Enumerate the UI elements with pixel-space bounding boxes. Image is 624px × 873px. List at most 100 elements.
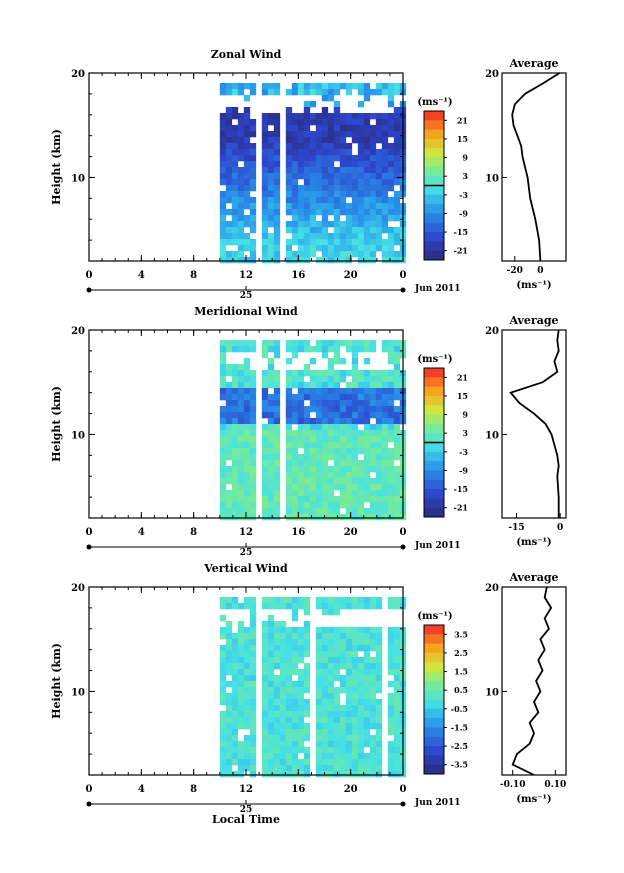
heatmap-cell — [249, 239, 257, 246]
heatmap-cell — [345, 514, 353, 521]
heatmap-cell — [285, 448, 293, 455]
heatmap-cell — [291, 352, 299, 359]
heatmap-cell — [333, 603, 341, 610]
heatmap-cell — [243, 185, 251, 192]
heatmap-cell — [375, 149, 383, 156]
heatmap-cell — [369, 771, 377, 778]
heatmap-cell — [267, 364, 275, 371]
heatmap-cell — [345, 436, 353, 443]
heatmap-cell — [303, 496, 311, 503]
heatmap-cell — [273, 149, 281, 156]
heatmap-cell — [315, 89, 323, 96]
heatmap-cell — [351, 657, 359, 664]
heatmap-cell — [237, 741, 245, 748]
heatmap-cell — [249, 633, 257, 640]
heatmap-cell — [351, 442, 359, 449]
heatmap-cell — [339, 227, 347, 234]
heatmap-cell — [357, 765, 365, 772]
heatmap-cell — [369, 346, 377, 353]
side-frame — [501, 72, 567, 262]
heatmap-cell — [321, 239, 329, 246]
colorbar-swatch — [424, 176, 444, 186]
heatmap-cell — [339, 675, 347, 682]
heatmap-cell — [219, 149, 227, 156]
heatmap-cell — [303, 161, 311, 168]
heatmap-cell — [315, 179, 323, 186]
heatmap-cell — [339, 753, 347, 760]
heatmap-cell — [261, 233, 269, 240]
heatmap-cell — [315, 472, 323, 479]
heatmap-cell — [219, 346, 227, 353]
heatmap-cell — [267, 89, 275, 96]
heatmap-cell — [321, 747, 329, 754]
heatmap-cell — [273, 370, 281, 377]
heatmap-cell — [315, 167, 323, 174]
heatmap-cell — [261, 627, 269, 634]
heatmap-cell — [381, 89, 389, 96]
heatmap-cell — [219, 496, 227, 503]
heatmap-cell — [315, 418, 323, 425]
heatmap-cell — [357, 633, 365, 640]
heatmap-cell — [393, 119, 401, 126]
side-y-tick-label: 20 — [485, 583, 499, 594]
heatmap-cell — [291, 639, 299, 646]
heatmap-cell — [267, 376, 275, 383]
heatmap-cell — [225, 239, 233, 246]
heatmap-cell — [297, 735, 305, 742]
heatmap-cell — [303, 173, 311, 180]
heatmap-cell — [243, 693, 251, 700]
heatmap-cell — [339, 400, 347, 407]
heatmap-cell — [393, 251, 401, 258]
heatmap-cell — [357, 484, 365, 491]
heatmap-cell — [267, 382, 275, 389]
heatmap-cell — [369, 436, 377, 443]
heatmap-cell — [381, 221, 389, 228]
heatmap-cell — [291, 514, 299, 521]
heatmap-cell — [315, 490, 323, 497]
heatmap-cell — [243, 95, 251, 102]
heatmap-cell — [321, 687, 329, 694]
heatmap-cell — [309, 484, 317, 491]
colorbar-tick-label: 9 — [462, 153, 468, 163]
heatmap-cell — [351, 161, 359, 168]
heatmap-cell — [219, 771, 227, 778]
heatmap-cell — [339, 203, 347, 210]
heatmap-cell — [375, 215, 383, 222]
heatmap-cell — [339, 717, 347, 724]
heatmap-cell — [339, 370, 347, 377]
colorbar-swatch — [424, 377, 444, 388]
colorbar-swatch — [424, 111, 444, 121]
heatmap-cell — [267, 191, 275, 198]
heatmap-cell — [231, 340, 239, 347]
heatmap-cell — [261, 687, 269, 694]
heatmap-cell — [303, 227, 311, 234]
heatmap-cell — [273, 442, 281, 449]
heatmap-cell — [225, 747, 233, 754]
heatmap-cell — [303, 179, 311, 186]
heatmap-cell — [243, 508, 251, 515]
heatmap-cell — [321, 442, 329, 449]
heatmap-cell — [237, 179, 245, 186]
heatmap-cell — [291, 633, 299, 640]
heatmap-cell — [387, 741, 395, 748]
heatmap-cell — [315, 340, 323, 347]
heatmap-cell — [273, 245, 281, 252]
heatmap-cell — [387, 257, 395, 264]
heatmap-cell — [381, 472, 389, 479]
heatmap-cell — [285, 358, 293, 365]
heatmap-cell — [249, 185, 257, 192]
heatmap-cell — [285, 221, 293, 228]
heatmap-cell — [243, 430, 251, 437]
heatmap-cell — [285, 251, 293, 258]
heatmap-cell — [351, 651, 359, 658]
heatmap-cell — [369, 89, 377, 96]
heatmap-cell — [267, 358, 275, 365]
heatmap-cell — [237, 149, 245, 156]
heatmap-cell — [321, 669, 329, 676]
heatmap-cell — [339, 197, 347, 204]
heatmap-cell — [315, 502, 323, 509]
heatmap-cell — [387, 161, 395, 168]
heatmap-cell — [273, 472, 281, 479]
heatmap-cell — [303, 137, 311, 144]
heatmap-cell — [381, 454, 389, 461]
